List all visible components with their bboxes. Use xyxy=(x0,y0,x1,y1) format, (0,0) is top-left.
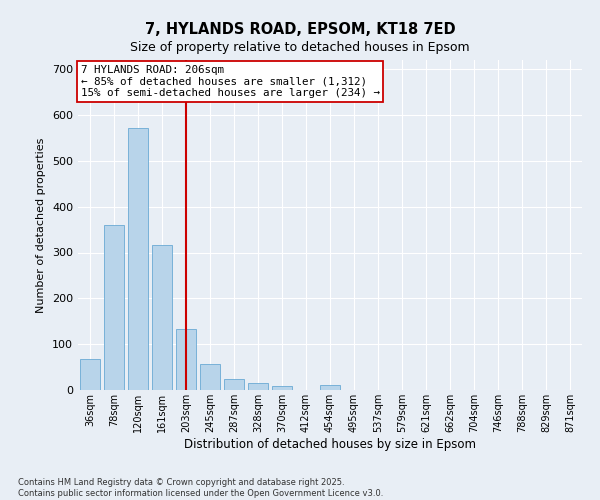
Bar xyxy=(200,364,220,390)
Text: 7, HYLANDS ROAD, EPSOM, KT18 7ED: 7, HYLANDS ROAD, EPSOM, KT18 7ED xyxy=(145,22,455,38)
Text: 7 HYLANDS ROAD: 206sqm
← 85% of detached houses are smaller (1,312)
15% of semi-: 7 HYLANDS ROAD: 206sqm ← 85% of detached… xyxy=(80,65,380,98)
Bar xyxy=(224,378,244,390)
Y-axis label: Number of detached properties: Number of detached properties xyxy=(37,138,46,312)
Bar xyxy=(104,225,124,390)
Bar xyxy=(320,386,340,390)
Bar xyxy=(80,359,100,390)
Bar xyxy=(152,245,172,390)
Bar xyxy=(128,128,148,390)
Text: Contains HM Land Registry data © Crown copyright and database right 2025.
Contai: Contains HM Land Registry data © Crown c… xyxy=(18,478,383,498)
Bar xyxy=(272,386,292,390)
X-axis label: Distribution of detached houses by size in Epsom: Distribution of detached houses by size … xyxy=(184,438,476,450)
Bar xyxy=(248,383,268,390)
Bar xyxy=(176,329,196,390)
Text: Size of property relative to detached houses in Epsom: Size of property relative to detached ho… xyxy=(130,41,470,54)
